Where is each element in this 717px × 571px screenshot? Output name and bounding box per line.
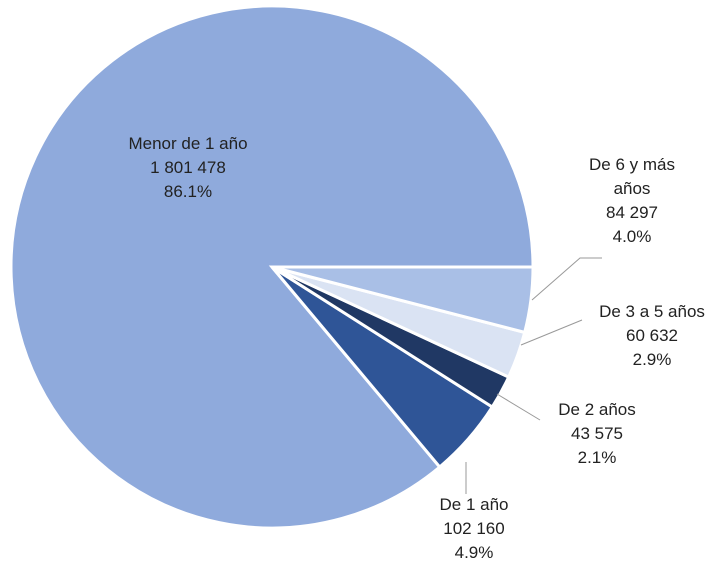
value-label: 1 801 478 xyxy=(150,158,226,177)
value-label: 102 160 xyxy=(443,519,505,538)
percent-label: 4.0% xyxy=(612,227,652,246)
value-label: 43 575 xyxy=(571,424,623,443)
percent-label: 4.9% xyxy=(454,543,494,562)
percent-label: 2.9% xyxy=(632,350,672,369)
value-label: 84 297 xyxy=(606,203,658,222)
category-label: De 6 y más años xyxy=(589,155,675,198)
percent-label: 86.1% xyxy=(163,182,213,201)
pie-slice xyxy=(271,265,535,335)
category-label: De 3 a 5 años xyxy=(599,302,705,321)
category-label: Menor de 1 año xyxy=(128,134,248,153)
slice-label: De 1 año 102 160 4.9% xyxy=(414,493,534,565)
value-label: 60 632 xyxy=(626,326,678,345)
leader-line xyxy=(531,257,602,301)
percent-label: 2.1% xyxy=(577,448,617,467)
slice-label: De 3 a 5 años 60 632 2.9% xyxy=(582,300,717,372)
category-label: De 1 año xyxy=(439,495,509,514)
slice-label: De 6 y más años 84 297 4.0% xyxy=(577,153,687,249)
leader-line xyxy=(496,393,541,421)
leader-lines xyxy=(465,257,602,494)
slice-label: Menor de 1 año 1 801 478 86.1% xyxy=(128,132,248,204)
slice-label: De 2 años 43 575 2.1% xyxy=(537,398,657,470)
category-label: De 2 años xyxy=(558,400,636,419)
leader-line xyxy=(520,319,583,346)
